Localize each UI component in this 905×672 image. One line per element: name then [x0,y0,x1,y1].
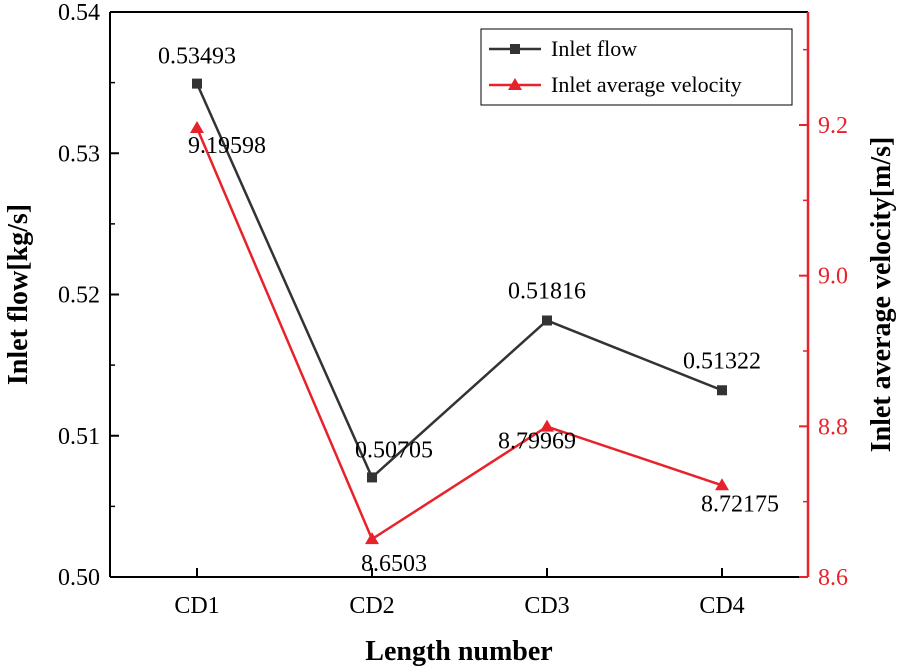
series-point [715,478,729,491]
x-tick-label: CD1 [174,593,219,619]
right-y-tick-label: 8.8 [818,414,848,440]
data-label: 0.51322 [683,348,761,374]
right-y-tick-label: 9.0 [818,264,848,290]
left-y-axis-title: Inlet flow[kg/s] [3,204,34,385]
series-point [192,78,202,89]
data-label: 8.72175 [701,491,779,517]
series-point [365,532,379,545]
data-label: 8.6503 [361,551,427,577]
left-y-tick-label: 0.53 [58,141,100,167]
left-y-tick-label: 0.54 [58,0,100,26]
left-y-tick-label: 0.51 [58,424,100,450]
series-line-1 [195,127,723,541]
x-tick-label: CD4 [699,593,744,619]
legend-marker [508,78,522,90]
series-point [190,121,204,134]
legend-label: Inlet flow [551,36,637,61]
left-y-tick-label: 0.52 [58,283,100,309]
legend-marker [510,44,520,54]
data-label: 0.53493 [158,44,236,70]
series-point [540,419,554,432]
x-tick-label: CD3 [524,593,569,619]
right-y-tick-label: 8.6 [818,565,848,591]
right-y-tick-label: 9.2 [818,113,848,139]
right-y-axis-title: Inlet average velocity[m/s] [866,137,897,453]
legend-box [480,28,793,106]
data-label: 9.19598 [188,133,266,159]
series-point [542,315,552,326]
series-point [717,385,727,396]
legend-label: Inlet average velocity [551,72,742,97]
data-label: 8.79969 [498,429,576,455]
x-axis-title: Length number [365,636,552,667]
x-tick-label: CD2 [349,593,394,619]
series-line-0 [195,83,723,480]
left-y-tick-label: 0.50 [58,565,100,591]
data-label: 0.51816 [508,278,586,304]
series-point [367,472,377,483]
data-label: 0.50705 [355,437,433,463]
